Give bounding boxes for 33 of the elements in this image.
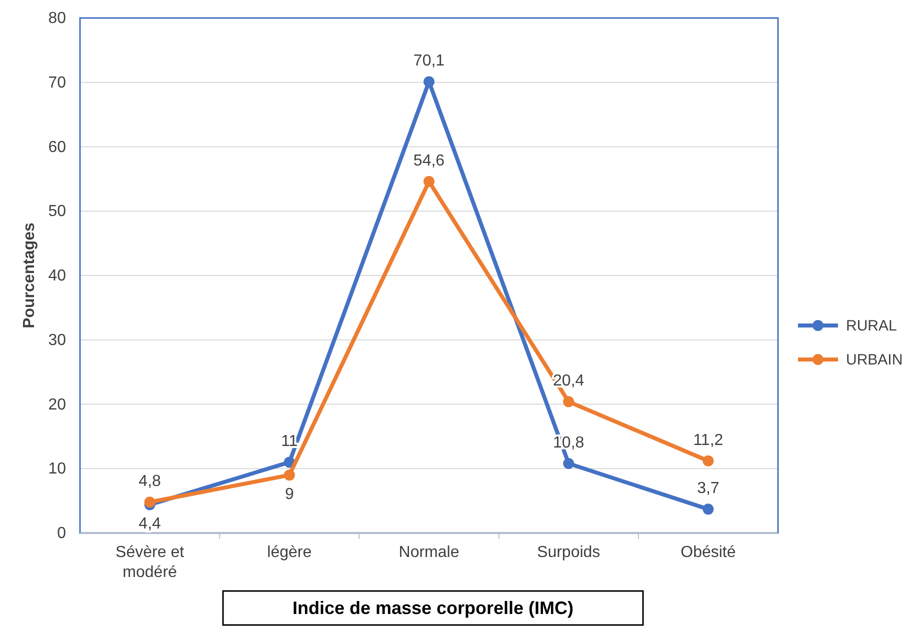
data-label: 4,4 [138, 516, 162, 533]
point [424, 176, 434, 188]
data-label: 11,2 [693, 432, 724, 449]
y-tick-label: 20 [48, 396, 66, 414]
y-tick-label: 70 [48, 74, 66, 92]
data-label: 9 [284, 486, 294, 504]
point [424, 76, 434, 88]
data-label: 54,6 [413, 152, 445, 170]
data-label: 3,7 [697, 480, 720, 498]
x-tick-label: Sévère et modéré [116, 544, 185, 581]
y-tick-label: 30 [48, 332, 66, 349]
point [563, 396, 574, 408]
y-tick-label: 80 [48, 10, 66, 27]
x-axis-title: Indice de masse corporelle (IMC) [292, 598, 574, 618]
y-tick-label: 40 [48, 268, 66, 284]
data-label: 70,1 [413, 52, 445, 70]
data-label: 4,8 [138, 473, 162, 490]
y-axis-title: Pourcentages [21, 222, 38, 328]
y-tick-label: 0 [57, 525, 66, 542]
point [284, 470, 295, 481]
y-tick-label: 10 [48, 460, 66, 478]
legend-label: RURAL [846, 318, 897, 334]
point [144, 496, 156, 508]
x-tick-label: Obésité [680, 544, 736, 561]
y-tick-label: 50 [48, 203, 66, 220]
x-tick-label: Normale [398, 544, 460, 561]
x-tick-label: Surpoids [537, 544, 600, 561]
point [563, 458, 574, 469]
point [702, 504, 714, 515]
x-tick-label: légère [267, 544, 312, 561]
y-tick-label: 60 [48, 138, 66, 156]
point [702, 455, 714, 466]
legend-label: URBAIN [846, 352, 903, 368]
